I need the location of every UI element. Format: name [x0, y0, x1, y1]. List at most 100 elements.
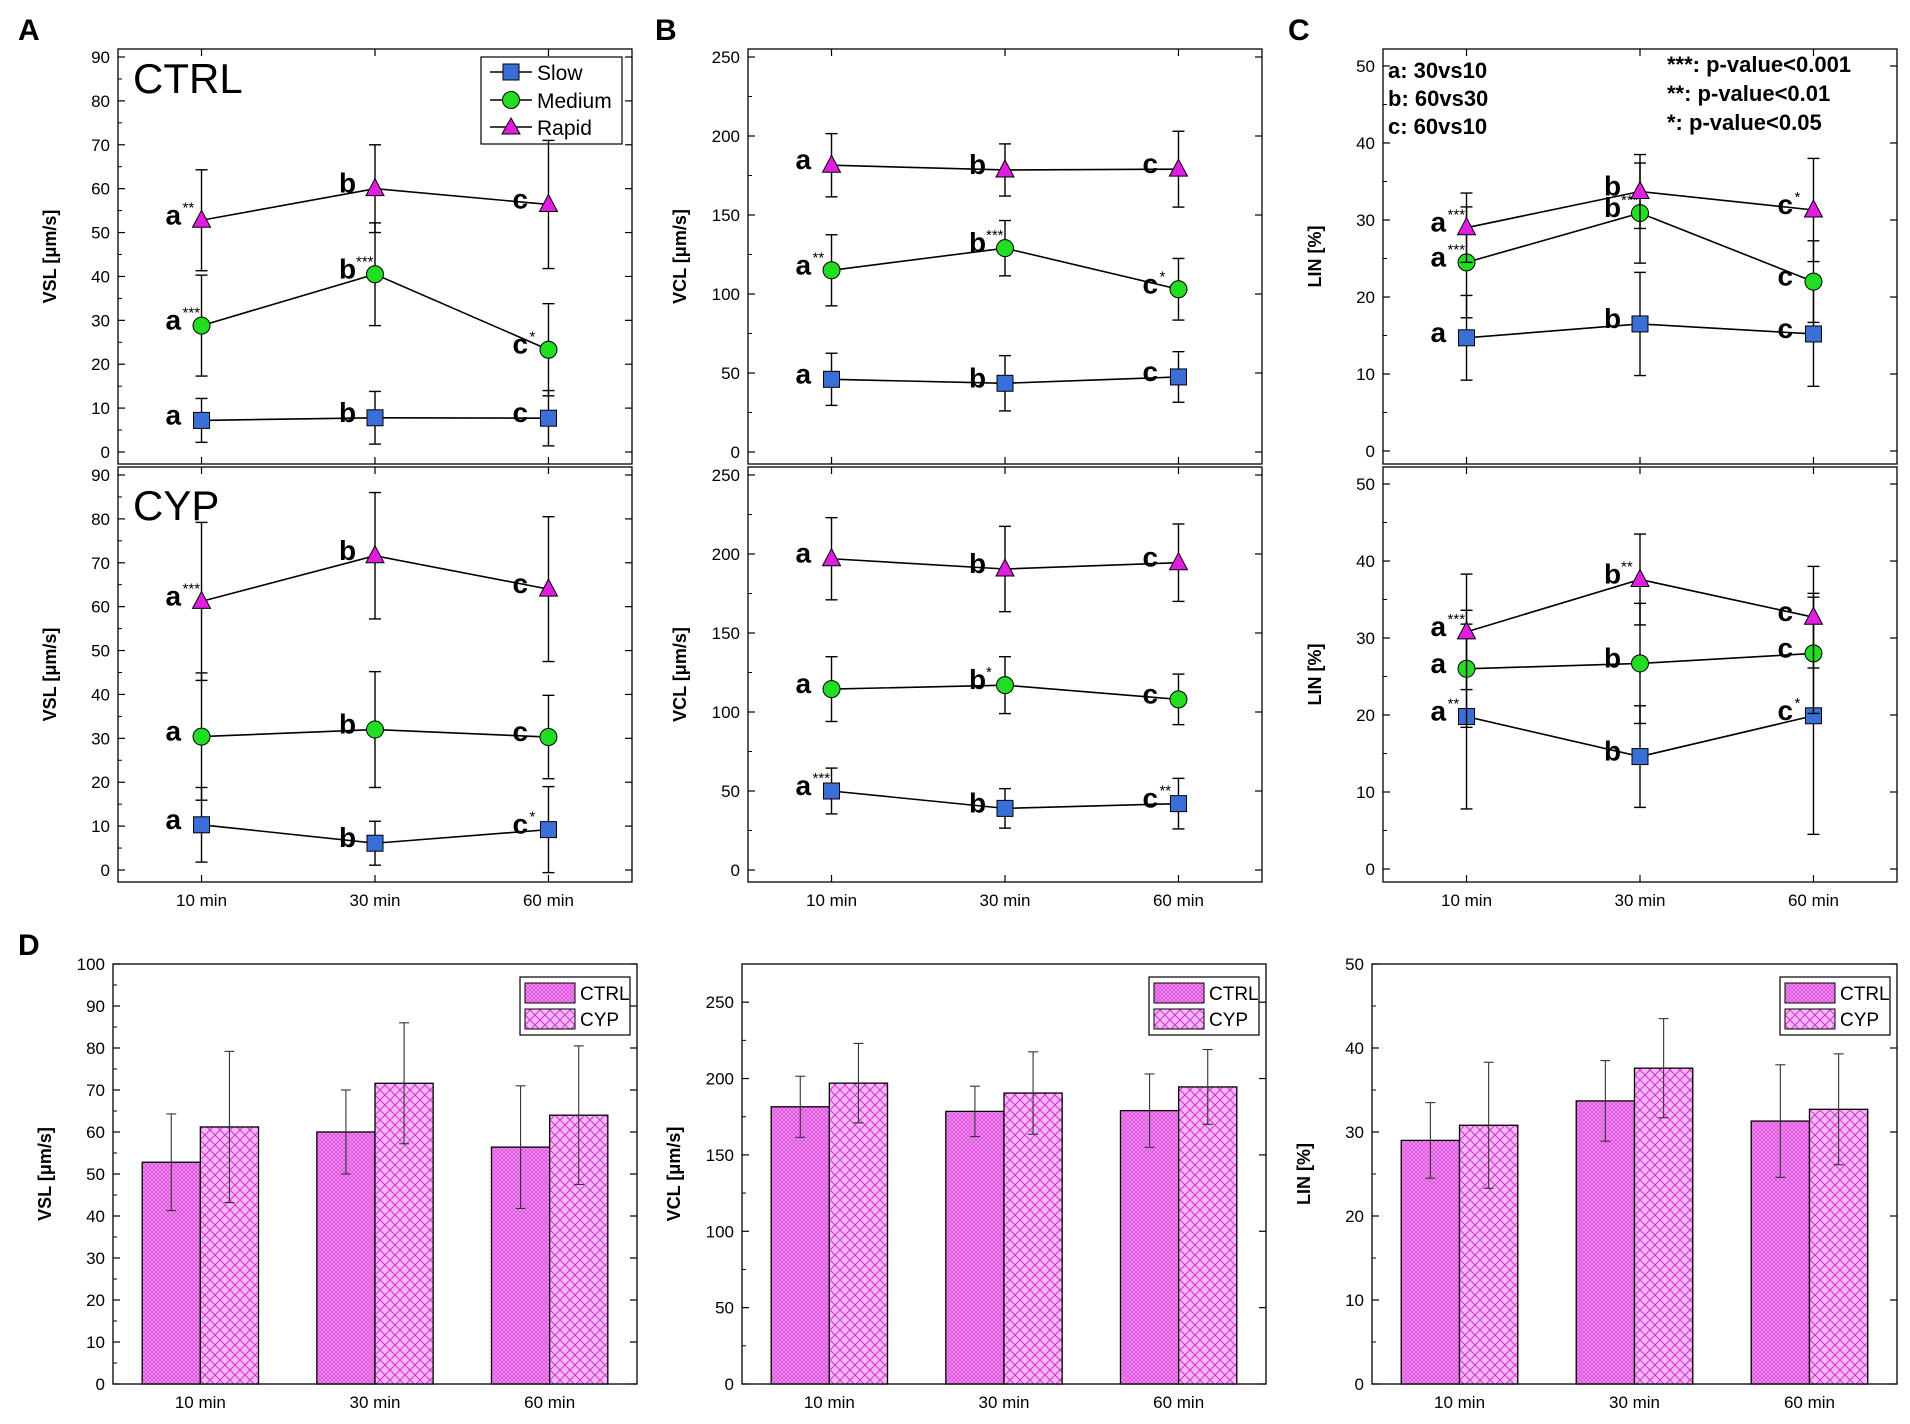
data-point — [822, 680, 841, 699]
series-rapid: a *** b c — [166, 491, 559, 682]
series-slow: a b c — [1431, 271, 1822, 388]
y-axis-label: VCL [μm/s] — [664, 1127, 684, 1222]
legend-slow-label: Slow — [537, 62, 583, 85]
key-left-2: c: 60vs10 — [1388, 114, 1487, 139]
series-cyp — [828, 1042, 1238, 1385]
data-point — [193, 411, 211, 429]
series-cyp — [199, 1022, 609, 1385]
bar — [1633, 1067, 1694, 1385]
significance-letter: b — [339, 253, 356, 284]
y-tick-label: 20 — [1356, 288, 1375, 307]
significance-stars: ** — [1621, 558, 1633, 575]
data-point — [539, 409, 557, 427]
y-tick-label: 50 — [91, 642, 110, 661]
comparison-key: a: 30vs10 b: 60vs30 c: 60vs10 — [1388, 58, 1488, 139]
significance-letter: c — [1777, 596, 1793, 627]
significance-stars: *** — [986, 227, 1004, 244]
y-tick-label: 20 — [91, 773, 110, 792]
significance-letter: a — [166, 199, 182, 230]
data-point — [1169, 368, 1187, 386]
significance-letter: c — [1777, 189, 1793, 220]
y-tick-label: 100 — [77, 955, 105, 974]
significance-stars: *** — [183, 305, 201, 322]
series-medium: a ***b ***c * — [166, 222, 558, 397]
group-label-ctrl: CTRL — [133, 55, 243, 102]
y-tick-label: 0 — [96, 1375, 105, 1394]
data-point — [1631, 748, 1649, 766]
significance-letter: b — [969, 548, 986, 579]
legend-slow-marker — [502, 63, 520, 81]
data-point — [996, 239, 1014, 258]
significance-letter: b — [969, 227, 986, 258]
significance-letter: a — [1431, 317, 1447, 348]
data-point — [539, 728, 558, 747]
y-tick-label: 50 — [715, 1299, 734, 1318]
series-medium: a *** b *** c — [1431, 162, 1823, 324]
significance-letter: a — [166, 399, 182, 430]
data-point — [1169, 280, 1188, 299]
y-tick-label: 60 — [86, 1123, 105, 1142]
y-tick-label: 100 — [712, 285, 740, 304]
series-cyp — [1458, 1018, 1869, 1385]
data-point — [539, 821, 557, 839]
panel-letter-c: C — [1288, 14, 1310, 47]
significance-stars: * — [529, 809, 535, 826]
y-tick-label: 10 — [86, 1333, 105, 1352]
data-point — [1169, 795, 1187, 813]
significance-stars: ** — [183, 199, 195, 216]
significance-stars: *** — [183, 580, 201, 597]
y-tick-label: 0 — [101, 443, 110, 462]
x-tick-label: 30 min — [349, 1393, 400, 1412]
data-point — [1169, 690, 1188, 709]
y-tick-label: 30 — [1356, 211, 1375, 230]
significance-letter: c — [1142, 268, 1158, 299]
significance-letter: a — [1431, 207, 1447, 238]
significance-stars: *** — [356, 253, 374, 270]
y-tick-label: 80 — [91, 510, 110, 529]
bar-legend: CTRL CYP — [1779, 976, 1891, 1036]
data-point — [1458, 329, 1476, 347]
y-tick-label: 150 — [706, 1146, 734, 1165]
y-tick-label: 80 — [86, 1039, 105, 1058]
data-point — [1803, 606, 1824, 625]
x-tick-label: 10 min — [175, 1393, 226, 1412]
y-tick-label: 250 — [712, 48, 740, 67]
y-tick-label: 50 — [91, 224, 110, 243]
significance-letter: b — [339, 535, 356, 566]
significance-letter: a — [796, 538, 812, 569]
y-tick-label: 10 — [1356, 783, 1375, 802]
data-point — [366, 265, 384, 284]
data-point — [1168, 551, 1189, 571]
y-tick-label: 40 — [91, 267, 110, 286]
y-tick-label: 40 — [86, 1207, 105, 1226]
significance-stars: * — [1794, 189, 1800, 206]
series-rapid: a b c — [796, 130, 1189, 208]
y-tick-label: 10 — [1356, 365, 1375, 384]
legend-ctrl-label: CTRL — [1840, 984, 1890, 1005]
significance-letter: b — [1604, 642, 1621, 673]
data-point — [823, 782, 841, 800]
chart-D_vsl: 0 10 20 30 40 50 60 70 80 90 100 VSL [μm/s] 10 min 30… — [35, 955, 638, 1412]
data-point — [995, 557, 1015, 577]
significance-letter: c — [1777, 695, 1793, 726]
y-tick-label: 40 — [1356, 134, 1375, 153]
y-tick-label: 100 — [706, 1222, 734, 1241]
significance-letter: b — [969, 787, 986, 818]
bar — [1400, 1139, 1461, 1385]
series-ctrl — [770, 1073, 1180, 1385]
y-tick-label: 10 — [91, 399, 110, 418]
x-tick-label: 60 min — [1784, 1393, 1835, 1412]
y-tick-label: 50 — [1356, 57, 1375, 76]
y-tick-label: 50 — [86, 1165, 105, 1184]
legend-rapid-label: Rapid — [537, 117, 592, 140]
data-point — [538, 578, 559, 597]
legend-ctrl-label: CTRL — [1209, 984, 1259, 1005]
significance-letter: c — [1142, 783, 1158, 814]
y-tick-label: 0 — [725, 1375, 734, 1394]
y-tick-label: 40 — [91, 685, 110, 704]
data-point — [821, 547, 842, 567]
y-tick-label: 0 — [1366, 860, 1375, 879]
significance-letter: c — [512, 397, 528, 428]
y-tick-label: 70 — [91, 136, 110, 155]
